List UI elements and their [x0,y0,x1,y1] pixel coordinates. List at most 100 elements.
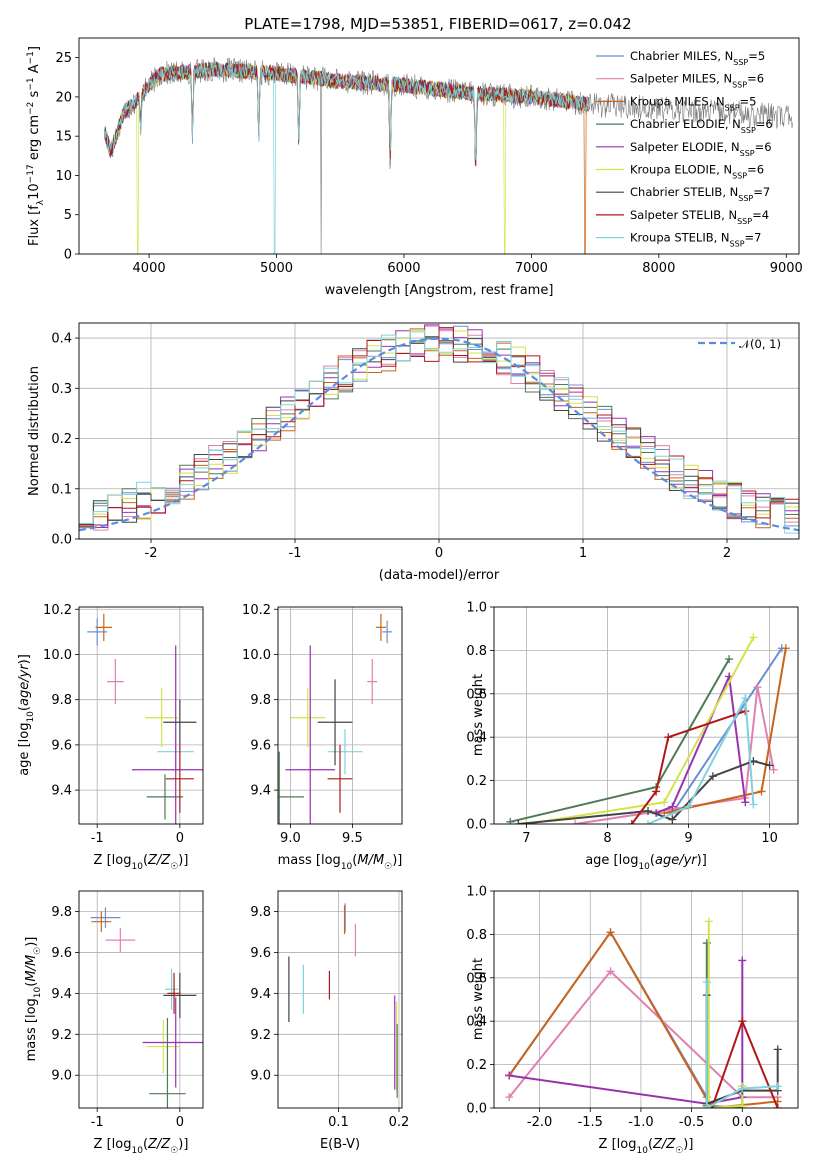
weight-marker [627,820,636,824]
y-tick-label: 9.6 [250,946,271,961]
panel-mass-vs-EBV: 0.1 0.2 9.0 9.2 9.4 9.6 9.8 E(B-V) [250,890,410,1152]
weight-marker [571,820,580,824]
y-tick-label: 9.8 [51,905,72,920]
x-tick-label: 7000 [515,261,548,276]
weight-marker [749,800,758,809]
x-tick-label: 0.0 [732,1115,753,1130]
y-tick-label: 0 [64,248,72,263]
weight-marker [738,1084,747,1093]
legend-label: Chabrier MILES, NSSP=5 [630,49,765,67]
weight-marker [522,820,531,824]
plot-area [506,633,790,824]
weight-marker [738,1017,747,1026]
histogram-step-line [79,331,799,539]
x-axis-label: wavelength [Angstrom, rest frame] [325,283,554,298]
x-tick-label: 4000 [133,261,166,276]
y-tick-label: 0.2 [51,432,72,447]
weight-marker [738,956,747,965]
x-axis-label: mass [log10(M/M☉)] [278,853,403,872]
weight-line [705,943,744,1108]
axes-frame [78,606,204,825]
y-tick-label: 9.8 [250,693,271,708]
weight-marker [668,815,677,824]
y-tick-label: 1.0 [466,601,487,616]
weight-marker [644,820,653,824]
y-tick-label: 9.4 [250,784,271,799]
legend-label: Chabrier STELIB, NSSP=7 [630,185,770,203]
plot-area [79,324,799,539]
weight-marker [773,1104,782,1108]
y-tick-label: 9.0 [51,1069,72,1084]
plot-area [505,917,782,1108]
y-tick-label: 0.6 [466,971,487,986]
y-tick-label: 0.8 [466,644,487,659]
y-tick-label: 0.2 [466,1058,487,1073]
weight-marker [773,1045,782,1054]
legend-label: Salpeter ELODIE, NSSP=6 [630,140,772,158]
y-tick-label: 5 [64,208,72,223]
weight-marker [514,820,523,824]
weight-marker [660,798,669,807]
x-tick-label: 8000 [642,261,675,276]
y-tick-label: 9.6 [51,946,72,961]
y-tick-label: 9.0 [250,1069,271,1084]
x-tick-label: 9.5 [342,831,363,846]
axes-frame [78,322,800,540]
figure-title: PLATE=1798, MJD=53851, FIBERID=0617, z=0… [244,15,631,33]
axes-frame [78,37,800,255]
weight-marker [704,917,713,926]
x-axis-label: Z [log10(Z/Z☉)] [94,1137,189,1156]
weight-marker [753,683,762,692]
y-tick-label: 25 [55,51,72,66]
weight-marker [765,761,774,770]
x-tick-label: 0.2 [389,1115,410,1130]
y-tick-label: 0.3 [51,382,72,397]
weight-marker [606,928,615,937]
x-tick-label: -1 [91,1115,104,1130]
y-tick-label: 9.6 [51,738,72,753]
y-tick-label: 0.8 [466,928,487,943]
x-tick-label: 2 [723,546,731,561]
y-axis-label: Flux [fλ10−17 erg cm−2 s−1 A−1] [26,46,46,246]
x-tick-label: -1 [289,546,302,561]
y-tick-label: 10.2 [43,603,72,618]
weight-marker [664,733,673,742]
y-tick-label: 0.1 [51,482,72,497]
weight-marker [505,1071,514,1080]
weight-line [509,960,744,1105]
x-tick-label: -1.0 [628,1115,653,1130]
y-tick-label: 10.0 [43,648,72,663]
y-tick-label: 0.4 [466,1015,487,1030]
axes-frame [493,890,799,1109]
y-tick-label: 9.2 [51,1028,72,1043]
y-tick-label: 0.0 [466,818,487,833]
y-tick-label: 0.0 [466,1102,487,1117]
x-tick-label: 9 [684,831,692,846]
x-axis-label: age [log10(age/yr)] [585,853,707,872]
legend-label: Kroupa MILES, NSSP=5 [630,94,756,112]
plot-area [90,907,203,1108]
legend-label: Salpeter STELIB, NSSP=4 [630,208,769,226]
weight-marker [708,772,717,781]
y-tick-label: 15 [55,130,72,145]
x-tick-label: -1 [91,831,104,846]
x-tick-label: 0.1 [328,1115,349,1130]
y-axis-label: age [log10(age/yr)] [17,654,36,776]
weight-line [705,982,778,1108]
axes-frame [493,606,799,825]
weight-marker [781,644,790,653]
weight-line [518,760,770,824]
weight-marker [769,765,778,774]
y-tick-label: 9.4 [51,987,72,1002]
x-tick-label: -1.5 [578,1115,603,1130]
x-tick-label: 0 [176,831,184,846]
weight-line [671,647,783,814]
y-tick-label: 0.4 [51,332,72,347]
weight-marker [725,655,734,664]
panel-mass-vs-Z: -1 0 9.0 9.2 9.4 9.6 9.8 Z [log10(Z/Z☉)] mass [l… [24,890,204,1156]
axes-frame [277,606,403,825]
legend-label: Chabrier ELODIE, NSSP=6 [630,117,773,135]
weight-line [509,658,730,823]
x-tick-label: -2.0 [527,1115,552,1130]
